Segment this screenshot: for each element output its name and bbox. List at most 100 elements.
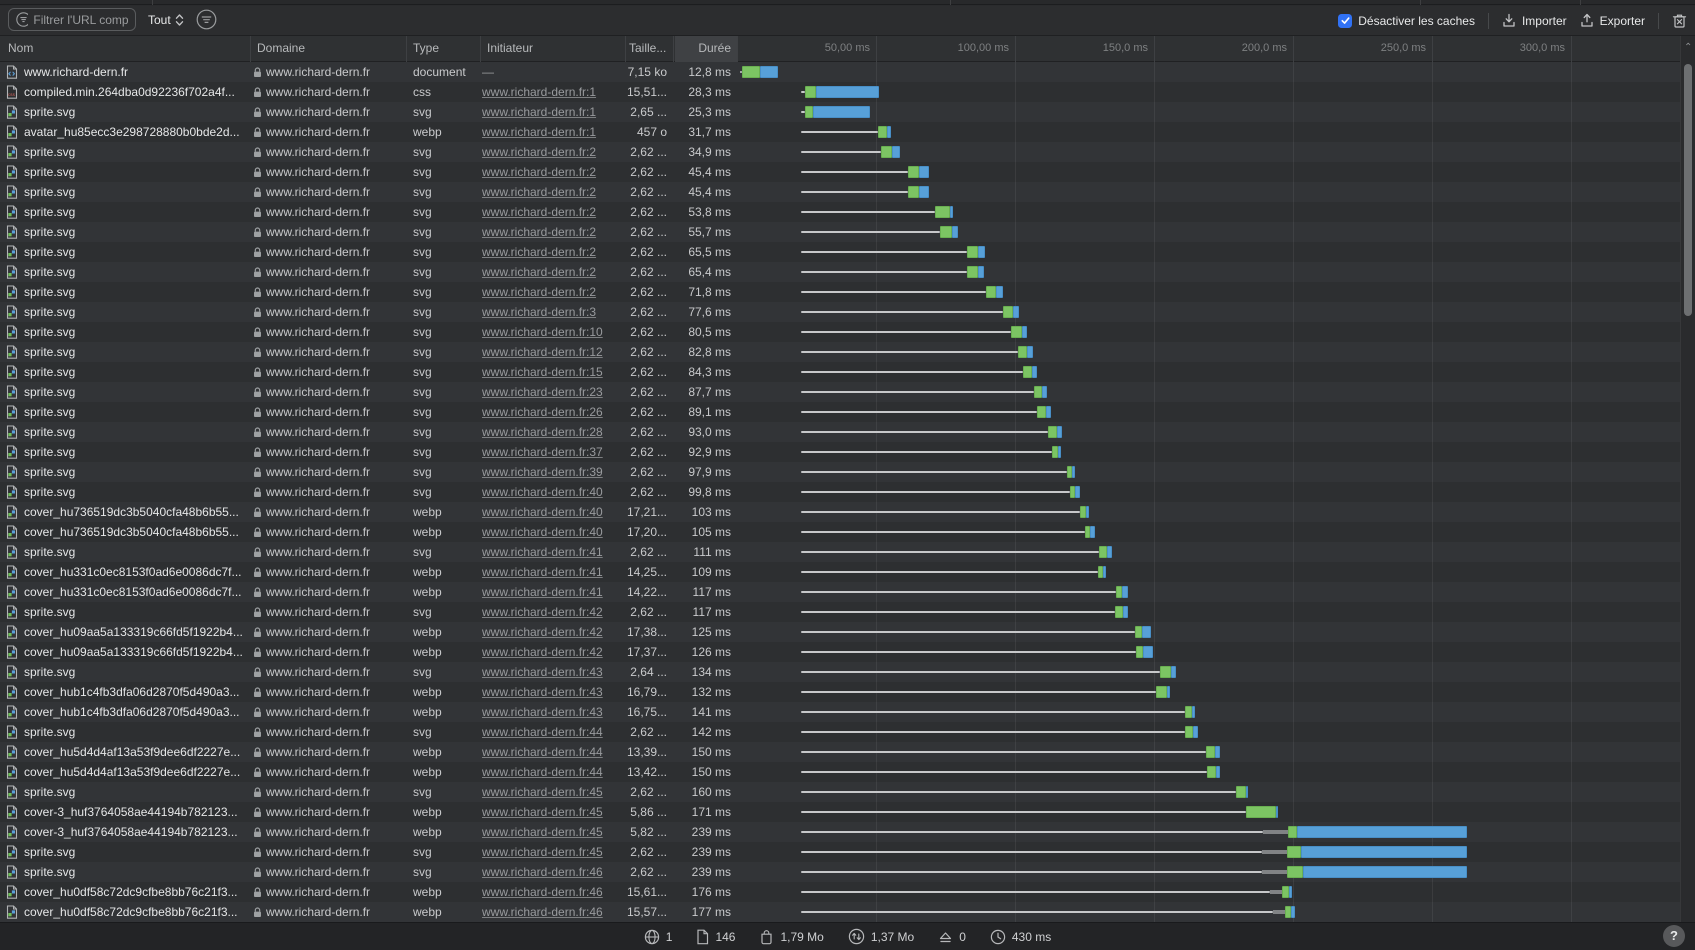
waterfall-download-bar[interactable] bbox=[1303, 866, 1467, 878]
initiator-link[interactable]: www.richard-dern.fr:43 bbox=[482, 665, 603, 679]
waterfall-download-bar[interactable] bbox=[1090, 526, 1095, 538]
table-row[interactable]: sprite.svg www.richard-dern.fr svg www.rich… bbox=[0, 382, 1695, 402]
waterfall-download-bar[interactable] bbox=[1289, 886, 1292, 898]
waterfall-waiting-bar[interactable] bbox=[1136, 646, 1143, 658]
scroll-up-icon[interactable]: ⌃ bbox=[1684, 42, 1693, 53]
waterfall-download-bar[interactable] bbox=[813, 106, 870, 118]
waterfall-waiting-bar[interactable] bbox=[1037, 406, 1046, 418]
scrollbar[interactable]: ⌃ bbox=[1680, 36, 1695, 922]
column-header-type[interactable]: Type bbox=[413, 41, 440, 55]
waterfall-waiting-bar[interactable] bbox=[1080, 506, 1086, 518]
table-row[interactable]: cover_hu331c0ec8153f0ad6e0086dc7f... www.… bbox=[0, 582, 1695, 602]
waterfall-waiting-bar[interactable] bbox=[1048, 426, 1057, 438]
waterfall-download-bar[interactable] bbox=[1122, 586, 1128, 598]
table-row[interactable]: sprite.svg www.richard-dern.fr svg www.rich… bbox=[0, 402, 1695, 422]
waterfall-waiting-bar[interactable] bbox=[1287, 866, 1303, 878]
waterfall-download-bar[interactable] bbox=[1027, 346, 1033, 358]
table-row[interactable]: sprite.svg www.richard-dern.fr svg www.rich… bbox=[0, 142, 1695, 162]
waterfall-waiting-bar[interactable] bbox=[1003, 306, 1013, 318]
table-row[interactable]: cover_hu5d4d4af13a53f9dee6df2227e... www.… bbox=[0, 762, 1695, 782]
waterfall-waiting-bar[interactable] bbox=[1018, 346, 1027, 358]
initiator-link[interactable]: www.richard-dern.fr:44 bbox=[482, 725, 603, 739]
initiator-link[interactable]: www.richard-dern.fr:40 bbox=[482, 525, 603, 539]
column-separator[interactable] bbox=[673, 36, 674, 62]
waterfall-waiting-bar[interactable] bbox=[1287, 846, 1301, 858]
waterfall-waiting-bar[interactable] bbox=[967, 266, 978, 278]
waterfall-waiting-bar[interactable] bbox=[1185, 726, 1193, 738]
table-row[interactable]: cover_hu736519dc3b5040cfa48b6b55... www.r… bbox=[0, 522, 1695, 542]
waterfall-download-bar[interactable] bbox=[919, 166, 929, 178]
initiator-link[interactable]: www.richard-dern.fr:46 bbox=[482, 905, 603, 919]
waterfall-download-bar[interactable] bbox=[1075, 486, 1080, 498]
clear-network-items-button[interactable] bbox=[1672, 13, 1687, 29]
table-row[interactable]: cover_hu736519dc3b5040cfa48b6b55... www.r… bbox=[0, 502, 1695, 522]
waterfall-waiting-bar[interactable] bbox=[908, 166, 919, 178]
initiator-link[interactable]: www.richard-dern.fr:2 bbox=[482, 245, 597, 259]
table-row[interactable]: sprite.svg www.richard-dern.fr svg www.rich… bbox=[0, 262, 1695, 282]
table-row[interactable]: sprite.svg www.richard-dern.fr svg www.rich… bbox=[0, 302, 1695, 322]
table-row[interactable]: sprite.svg www.richard-dern.fr svg www.rich… bbox=[0, 542, 1695, 562]
column-header-duree[interactable]: Durée bbox=[675, 36, 737, 62]
waterfall-download-bar[interactable] bbox=[919, 186, 929, 198]
initiator-link[interactable]: www.richard-dern.fr:1 bbox=[482, 85, 597, 99]
initiator-link[interactable]: www.richard-dern.fr:41 bbox=[482, 545, 603, 559]
waterfall-waiting-bar[interactable] bbox=[1156, 686, 1167, 698]
initiator-link[interactable]: www.richard-dern.fr:2 bbox=[482, 185, 597, 199]
waterfall-download-bar[interactable] bbox=[1107, 546, 1112, 558]
waterfall-waiting-bar[interactable] bbox=[1285, 906, 1291, 918]
export-button[interactable]: Exporter bbox=[1580, 13, 1645, 28]
waterfall-waiting-bar[interactable] bbox=[878, 126, 887, 138]
initiator-link[interactable]: www.richard-dern.fr:42 bbox=[482, 645, 603, 659]
waterfall-waiting-bar[interactable] bbox=[1206, 746, 1215, 758]
waterfall-waiting-bar[interactable] bbox=[1116, 586, 1122, 598]
initiator-link[interactable]: www.richard-dern.fr:1 bbox=[482, 105, 597, 119]
waterfall-waiting-bar[interactable] bbox=[1011, 326, 1022, 338]
initiator-link[interactable]: www.richard-dern.fr:10 bbox=[482, 325, 603, 339]
initiator-link[interactable]: www.richard-dern.fr:45 bbox=[482, 805, 603, 819]
table-row[interactable]: sprite.svg www.richard-dern.fr svg www.rich… bbox=[0, 102, 1695, 122]
table-row[interactable]: cover_hu331c0ec8153f0ad6e0086dc7f... www.… bbox=[0, 562, 1695, 582]
initiator-link[interactable]: www.richard-dern.fr:41 bbox=[482, 585, 603, 599]
waterfall-waiting-bar[interactable] bbox=[1115, 606, 1123, 618]
table-row[interactable]: sprite.svg www.richard-dern.fr svg www.rich… bbox=[0, 162, 1695, 182]
waterfall-download-bar[interactable] bbox=[952, 226, 958, 238]
waterfall-download-bar[interactable] bbox=[1032, 366, 1037, 378]
waterfall-waiting-bar[interactable] bbox=[805, 106, 813, 118]
disable-caches-toggle[interactable]: Désactiver les caches bbox=[1338, 13, 1475, 28]
table-row[interactable]: sprite.svg www.richard-dern.fr svg www.rich… bbox=[0, 422, 1695, 442]
column-header-nom[interactable]: Nom bbox=[8, 41, 34, 55]
waterfall-waiting-bar[interactable] bbox=[805, 86, 816, 98]
table-row[interactable]: sprite.svg www.richard-dern.fr svg www.rich… bbox=[0, 282, 1695, 302]
column-separator[interactable] bbox=[406, 36, 407, 62]
table-row[interactable]: cover_hub1c4fb3dfa06d2870f5d490a3... www.… bbox=[0, 682, 1695, 702]
waterfall-download-bar[interactable] bbox=[1042, 386, 1047, 398]
table-row[interactable]: avatar_hu85ecc3e298728880b0bde2d... www.r… bbox=[0, 122, 1695, 142]
table-row[interactable]: sprite.svg www.richard-dern.fr svg www.rich… bbox=[0, 202, 1695, 222]
initiator-link[interactable]: www.richard-dern.fr:42 bbox=[482, 605, 603, 619]
waterfall-download-bar[interactable] bbox=[1123, 606, 1128, 618]
table-row[interactable]: sprite.svg www.richard-dern.fr svg www.rich… bbox=[0, 782, 1695, 802]
help-button[interactable]: ? bbox=[1663, 925, 1685, 947]
table-row[interactable]: cover-3_huf3764058ae44194b782123... www.r… bbox=[0, 802, 1695, 822]
waterfall-waiting-bar[interactable] bbox=[742, 66, 760, 78]
waterfall-waiting-bar[interactable] bbox=[940, 226, 952, 238]
initiator-link[interactable]: www.richard-dern.fr:2 bbox=[482, 165, 597, 179]
table-row[interactable]: sprite.svg www.richard-dern.fr svg www.rich… bbox=[0, 862, 1695, 882]
initiator-link[interactable]: www.richard-dern.fr:43 bbox=[482, 685, 603, 699]
table-row[interactable]: css compiled.min.264dba0d92236f702a4f... w… bbox=[0, 82, 1695, 102]
waterfall-download-bar[interactable] bbox=[892, 146, 900, 158]
initiator-link[interactable]: www.richard-dern.fr:28 bbox=[482, 425, 603, 439]
table-row[interactable]: sprite.svg www.richard-dern.fr svg www.rich… bbox=[0, 662, 1695, 682]
table-row[interactable]: cover_hu5d4d4af13a53f9dee6df2227e... www.… bbox=[0, 742, 1695, 762]
initiator-link[interactable]: www.richard-dern.fr:46 bbox=[482, 865, 603, 879]
waterfall-waiting-bar[interactable] bbox=[1282, 886, 1289, 898]
waterfall-waiting-bar[interactable] bbox=[1135, 626, 1142, 638]
initiator-link[interactable]: www.richard-dern.fr:45 bbox=[482, 845, 603, 859]
table-row[interactable]: sprite.svg www.richard-dern.fr svg www.rich… bbox=[0, 602, 1695, 622]
initiator-link[interactable]: www.richard-dern.fr:45 bbox=[482, 785, 603, 799]
waterfall-download-bar[interactable] bbox=[1142, 626, 1151, 638]
waterfall-waiting-bar[interactable] bbox=[967, 246, 978, 258]
waterfall-download-bar[interactable] bbox=[1171, 666, 1176, 678]
column-separator[interactable] bbox=[625, 36, 626, 62]
table-row[interactable]: sprite.svg www.richard-dern.fr svg www.rich… bbox=[0, 322, 1695, 342]
